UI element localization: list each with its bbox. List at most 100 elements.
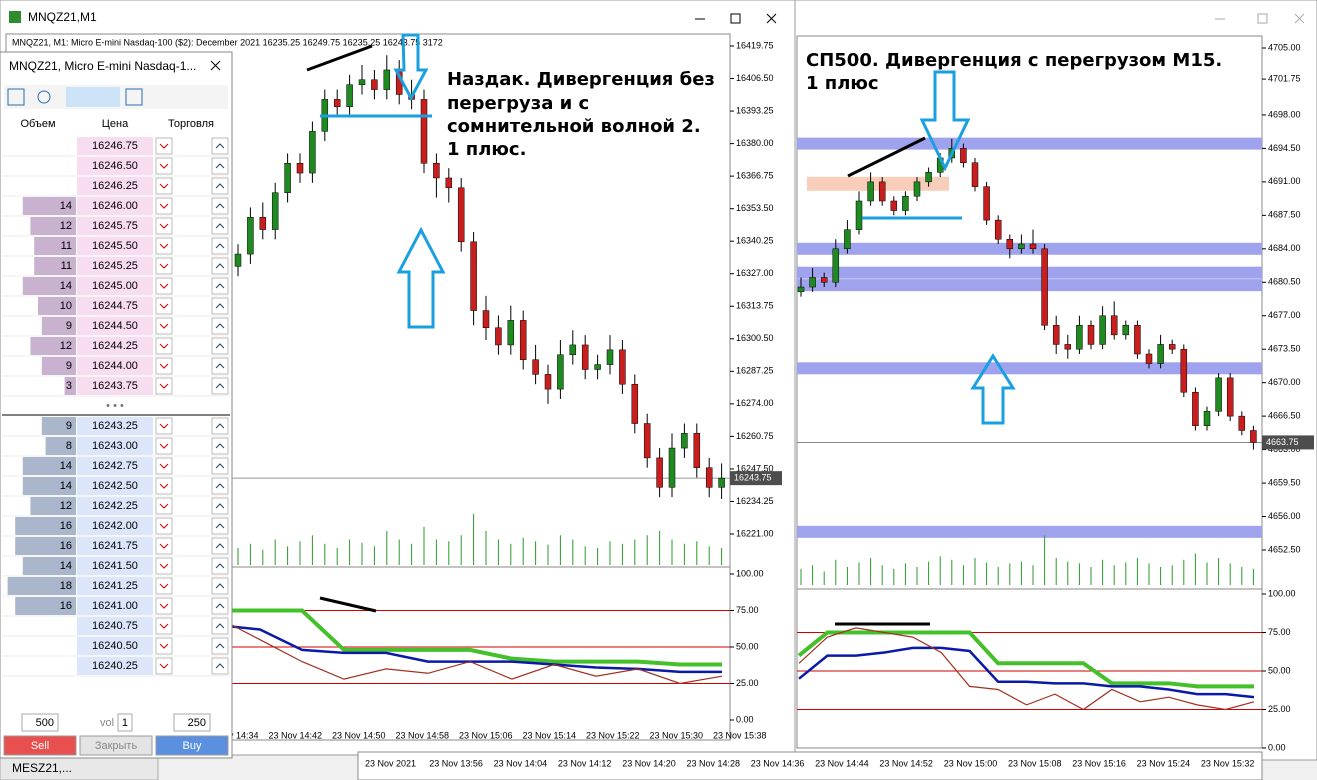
osc-label: 25.00 — [1268, 704, 1291, 714]
sell-limit[interactable] — [155, 617, 173, 635]
tool-button[interactable] — [7, 88, 25, 106]
buy-limit[interactable] — [211, 557, 229, 575]
buy-limit[interactable] — [211, 197, 229, 215]
sell-limit[interactable] — [155, 477, 173, 495]
maximize[interactable] — [730, 13, 741, 24]
price: 16243.00 — [92, 440, 138, 452]
buy-limit[interactable] — [211, 297, 229, 315]
sell-limit[interactable] — [155, 137, 173, 155]
maximize[interactable] — [1257, 13, 1268, 24]
button[interactable] — [79, 735, 153, 756]
buy-limit[interactable] — [211, 177, 229, 195]
buy-limit[interactable] — [211, 597, 229, 615]
tool-group[interactable] — [66, 87, 120, 107]
time-label: 23 Nov 14:12 — [558, 758, 612, 768]
sell-limit[interactable] — [155, 237, 173, 255]
buy-limit[interactable] — [211, 337, 229, 355]
time-label: 23 Nov 14:52 — [879, 758, 933, 768]
buy-limit[interactable] — [211, 437, 229, 455]
sell-limit[interactable] — [155, 337, 173, 355]
price-cell — [77, 457, 153, 475]
sell-arrow — [159, 203, 169, 209]
candle-body — [1041, 248, 1048, 326]
sell-limit[interactable] — [155, 497, 173, 515]
buy-limit[interactable] — [211, 277, 229, 295]
quantity-box[interactable] — [173, 713, 211, 732]
level-zone — [797, 242, 1262, 255]
buy-arrow — [215, 483, 225, 489]
candle-body — [470, 241, 477, 311]
price: 16243.25 — [92, 420, 138, 432]
price-label: 16406.50 — [736, 73, 774, 83]
sell-limit[interactable] — [155, 597, 173, 615]
price: 16242.25 — [92, 500, 138, 512]
sell-limit[interactable] — [155, 197, 173, 215]
volume-step-box[interactable] — [117, 713, 133, 732]
osc-divergence — [319, 596, 377, 613]
button-label: Закрыть — [95, 740, 138, 752]
close[interactable] — [766, 13, 777, 24]
buy-limit[interactable] — [211, 217, 229, 235]
quantity-box[interactable] — [21, 713, 59, 732]
tool-button[interactable] — [125, 88, 143, 106]
buy-limit[interactable] — [211, 637, 229, 655]
sell-limit[interactable] — [155, 317, 173, 335]
candle-body — [1087, 325, 1095, 345]
candle-body — [581, 344, 589, 370]
sell-limit[interactable] — [155, 157, 173, 175]
price-label: 16287.25 — [736, 366, 774, 376]
sell-limit[interactable] — [155, 537, 173, 555]
vol-label: vol — [100, 717, 114, 729]
buy-limit[interactable] — [211, 317, 229, 335]
sell-limit[interactable] — [155, 417, 173, 435]
price-cell — [77, 357, 153, 375]
sell-limit[interactable] — [155, 357, 173, 375]
level-zone — [797, 362, 1262, 375]
sell-limit[interactable] — [155, 637, 173, 655]
buy-limit[interactable] — [211, 137, 229, 155]
button[interactable] — [3, 735, 77, 756]
sell-limit[interactable] — [155, 257, 173, 275]
sell-limit[interactable] — [155, 517, 173, 535]
buy-limit[interactable] — [211, 537, 229, 555]
sell-arrow — [159, 603, 169, 609]
buy-limit[interactable] — [211, 497, 229, 515]
close[interactable] — [1294, 13, 1305, 24]
buy-limit[interactable] — [211, 517, 229, 535]
time-label: 23 Nov 15:14 — [523, 730, 577, 740]
buy-limit[interactable] — [211, 237, 229, 255]
buy-limit[interactable] — [211, 577, 229, 595]
sell-limit[interactable] — [155, 457, 173, 475]
tool-button[interactable] — [37, 90, 51, 104]
buy-limit[interactable] — [211, 377, 229, 395]
buy-limit[interactable] — [211, 257, 229, 275]
buy-limit[interactable] — [211, 157, 229, 175]
sell-limit[interactable] — [155, 297, 173, 315]
sell-limit[interactable] — [155, 177, 173, 195]
sell-limit[interactable] — [155, 437, 173, 455]
sell-limit[interactable] — [155, 377, 173, 395]
sell-limit[interactable] — [155, 557, 173, 575]
buy-limit[interactable] — [211, 657, 229, 675]
buy-arrow — [215, 143, 225, 149]
sell-limit[interactable] — [155, 277, 173, 295]
buy-limit[interactable] — [211, 357, 229, 375]
sell-limit[interactable] — [155, 217, 173, 235]
volume-step: 1 — [122, 717, 128, 729]
candle-body — [1238, 415, 1246, 431]
buy-arrow — [215, 303, 225, 309]
sell-limit[interactable] — [155, 657, 173, 675]
price-label: 4687.50 — [1268, 210, 1301, 220]
sell-arrow — [159, 263, 169, 269]
candle-body — [358, 79, 366, 85]
volume: 16 — [60, 540, 72, 552]
dom-close[interactable] — [210, 60, 221, 71]
buy-limit[interactable] — [211, 457, 229, 475]
arrow-down — [919, 70, 971, 172]
sell-limit[interactable] — [155, 577, 173, 595]
buy-limit[interactable] — [211, 477, 229, 495]
price-label: 4656.00 — [1268, 511, 1301, 521]
buy-limit[interactable] — [211, 617, 229, 635]
button[interactable] — [155, 735, 229, 756]
buy-limit[interactable] — [211, 417, 229, 435]
